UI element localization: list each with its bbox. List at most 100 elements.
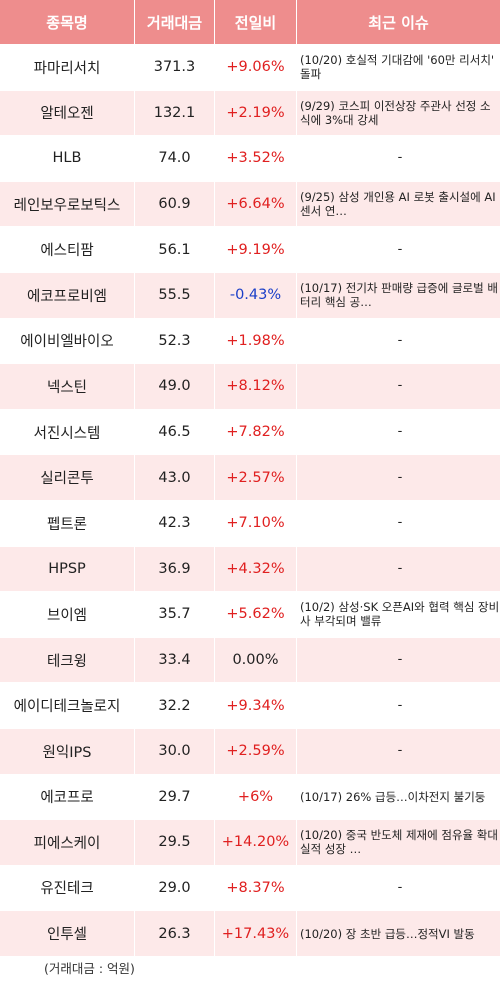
recent-issue-text: (10/17) 26% 급등…이차전지 불기둥	[300, 789, 486, 804]
recent-issue: (9/29) 코스피 이전상장 주관사 선정 소식에 3%대 강세	[297, 89, 500, 136]
price-change: +2.19%	[215, 89, 297, 136]
trading-volume: 42.3	[135, 499, 215, 546]
recent-issue-text: -	[397, 743, 403, 759]
trading-volume: 26.3	[135, 910, 215, 956]
recent-issue-text: (10/20) 호실적 기대감에 '60만 리서치' 돌파	[300, 53, 495, 82]
recent-issue: -	[297, 682, 500, 728]
recent-issue: (10/20) 장 초반 급등…정적VI 발동	[297, 910, 500, 956]
recent-issue: -	[297, 226, 500, 272]
trading-volume: 132.1	[135, 89, 215, 136]
stock-name: 레인보우로보틱스	[0, 180, 135, 227]
recent-issue: (10/17) 26% 급등…이차전지 불기둥	[297, 773, 500, 820]
table-row: 유진테크 29.0 +8.37% -	[0, 864, 500, 911]
price-change: +8.12%	[215, 363, 297, 409]
price-change: +4.32%	[215, 545, 297, 592]
stock-name: 테크윙	[0, 636, 135, 683]
recent-issue-text: (10/17) 전기차 판매량 급증에 글로벌 배터리 핵심 공…	[300, 281, 498, 310]
table-row: 테크윙 33.4 0.00% -	[0, 636, 500, 683]
price-change: +7.10%	[215, 499, 297, 546]
price-change: 0.00%	[215, 636, 297, 683]
table-row: 알테오젠 132.1 +2.19% (9/29) 코스피 이전상장 주관사 선정 소식…	[0, 89, 500, 136]
table-row: 실리콘투 43.0 +2.57% -	[0, 454, 500, 500]
table-row: 에코프로 29.7 +6% (10/17) 26% 급등…이차전지 불기둥	[0, 773, 500, 820]
price-change: +2.59%	[215, 727, 297, 774]
price-change: +7.82%	[215, 408, 297, 455]
recent-issue-text: -	[397, 378, 403, 394]
table-header-row: 종목명 거래대금 전일비 최근 이슈	[0, 0, 500, 44]
recent-issue: -	[297, 864, 500, 911]
table-row: 원익IPS 30.0 +2.59% -	[0, 727, 500, 774]
table-row: 에이디테크놀로지 32.2 +9.34% -	[0, 682, 500, 728]
recent-issue-text: (9/29) 코스피 이전상장 주관사 선정 소식에 3%대 강세	[300, 98, 491, 127]
table-row: 서진시스템 46.5 +7.82% -	[0, 408, 500, 455]
price-change: +17.43%	[215, 910, 297, 956]
table-row: 브이엠 35.7 +5.62% (10/2) 삼성·SK 오픈AI와 협력 핵심 장비…	[0, 591, 500, 637]
stock-name: HLB	[0, 135, 135, 181]
recent-issue: (10/2) 삼성·SK 오픈AI와 협력 핵심 장비사 부각되며 밸류	[297, 591, 500, 637]
recent-issue: -	[297, 499, 500, 546]
recent-issue: -	[297, 363, 500, 409]
stock-name: 에코프로비엠	[0, 271, 135, 318]
recent-issue-text: (10/20) 중국 반도체 제재에 점유율 확대 실적 성장 …	[300, 828, 498, 857]
stock-name: 피에스케이	[0, 819, 135, 865]
recent-issue-text: -	[397, 652, 403, 668]
recent-issue: (10/20) 중국 반도체 제재에 점유율 확대 실적 성장 …	[297, 819, 500, 865]
table-row: 에코프로비엠 55.5 -0.43% (10/17) 전기차 판매량 급증에 글로벌 …	[0, 271, 500, 318]
stock-name: HPSP	[0, 545, 135, 592]
price-change: +6.64%	[215, 180, 297, 227]
recent-issue: (9/25) 삼성 개인용 AI 로봇 출시설에 AI센서 연…	[297, 180, 500, 227]
trading-volume: 29.5	[135, 819, 215, 865]
table-row: 에이비엘바이오 52.3 +1.98% -	[0, 317, 500, 364]
stock-name: 에코프로	[0, 773, 135, 820]
unit-footnote: (거래대금 : 억원)	[44, 961, 135, 976]
recent-issue: -	[297, 636, 500, 683]
stock-name: 에스티팜	[0, 226, 135, 272]
trading-volume: 60.9	[135, 180, 215, 227]
price-change: +2.57%	[215, 454, 297, 500]
table-row: 펩트론 42.3 +7.10% -	[0, 499, 500, 546]
trading-volume: 46.5	[135, 408, 215, 455]
trading-volume: 32.2	[135, 682, 215, 728]
recent-issue-text: (9/25) 삼성 개인용 AI 로봇 출시설에 AI센서 연…	[300, 190, 496, 219]
stock-table: 종목명 거래대금 전일비 최근 이슈 파마리서치 371.3 +9.06% (10/2…	[0, 0, 500, 956]
stock-name: 원익IPS	[0, 727, 135, 774]
recent-issue: -	[297, 454, 500, 500]
recent-issue: -	[297, 135, 500, 181]
recent-issue-text: -	[397, 424, 403, 440]
table-row: 인투셀 26.3 +17.43% (10/20) 장 초반 급등…정적VI 발동	[0, 910, 500, 956]
stock-name: 펩트론	[0, 499, 135, 546]
table-row: HLB 74.0 +3.52% -	[0, 135, 500, 181]
stock-name: 실리콘투	[0, 454, 135, 500]
stock-name: 에이디테크놀로지	[0, 682, 135, 728]
trading-volume: 74.0	[135, 135, 215, 181]
table-row: 넥스틴 49.0 +8.12% -	[0, 363, 500, 409]
trading-volume: 29.0	[135, 864, 215, 911]
stock-name: 파마리서치	[0, 44, 135, 90]
trading-volume: 35.7	[135, 591, 215, 637]
price-change: +1.98%	[215, 317, 297, 364]
recent-issue: -	[297, 408, 500, 455]
trading-volume: 30.0	[135, 727, 215, 774]
header-name: 종목명	[0, 0, 135, 44]
trading-volume: 55.5	[135, 271, 215, 318]
price-change: +9.19%	[215, 226, 297, 272]
header-change: 전일비	[215, 0, 297, 44]
recent-issue-text: -	[397, 560, 403, 576]
table-row: 에스티팜 56.1 +9.19% -	[0, 226, 500, 272]
stock-name: 넥스틴	[0, 363, 135, 409]
recent-issue-text: -	[397, 150, 403, 166]
recent-issue: -	[297, 317, 500, 364]
price-change: +14.20%	[215, 819, 297, 865]
recent-issue: (10/20) 호실적 기대감에 '60만 리서치' 돌파	[297, 44, 500, 90]
trading-volume: 371.3	[135, 44, 215, 90]
trading-volume: 29.7	[135, 773, 215, 820]
trading-volume: 33.4	[135, 636, 215, 683]
price-change: +8.37%	[215, 864, 297, 911]
recent-issue: -	[297, 727, 500, 774]
table-body: 파마리서치 371.3 +9.06% (10/20) 호실적 기대감에 '60만 리서…	[0, 44, 500, 956]
table-row: 파마리서치 371.3 +9.06% (10/20) 호실적 기대감에 '60만 리서…	[0, 44, 500, 90]
recent-issue-text: -	[397, 515, 403, 531]
price-change: +6%	[215, 773, 297, 820]
stock-name: 서진시스템	[0, 408, 135, 455]
